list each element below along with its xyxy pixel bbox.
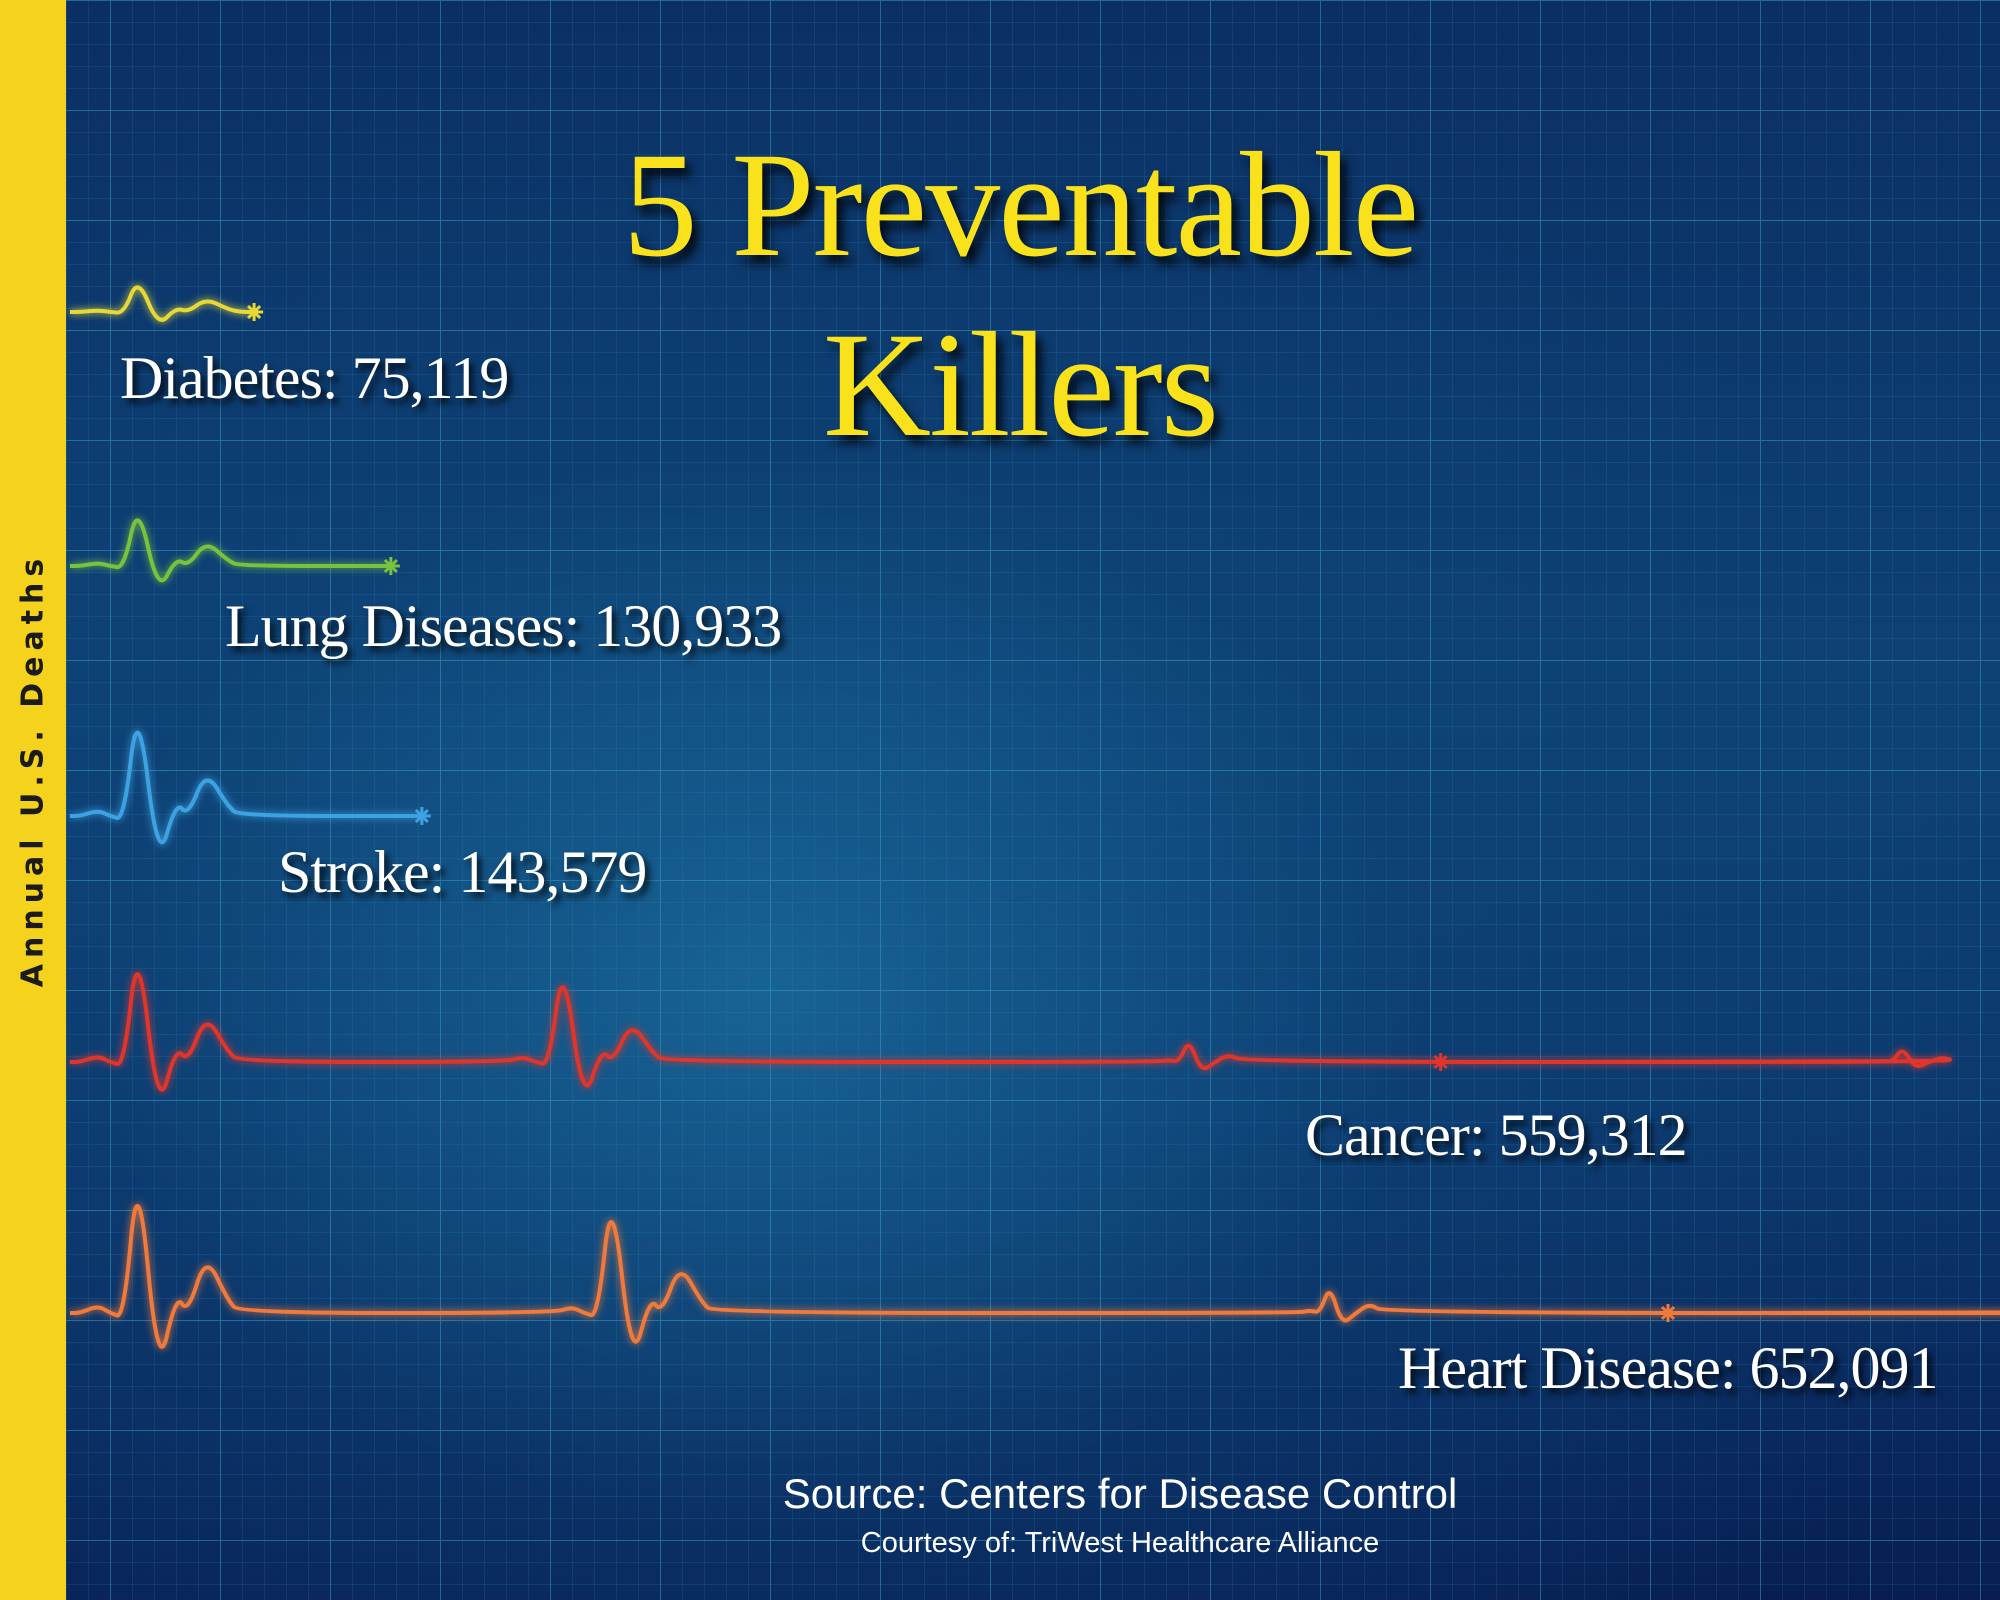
data-label-cancer: Cancer: 559,312 <box>1305 1102 1688 1168</box>
data-label-stroke: Stroke: 143,579 <box>278 839 647 905</box>
ecg-trace-diabetes <box>69 285 255 322</box>
trace-end-marker-stroke <box>412 807 431 825</box>
category-label: Cancer <box>1305 1102 1470 1168</box>
courtesy-note: Courtesy of: TriWest Healthcare Alliance <box>860 1527 1380 1559</box>
category-label: Diabetes <box>120 345 323 411</box>
value-label: 559,312 <box>1498 1102 1688 1168</box>
side-band <box>0 0 66 1600</box>
trace-end-marker-lung-diseases <box>381 557 400 575</box>
value-label: 652,091 <box>1749 1335 1939 1401</box>
trace-end-marker-heart-disease <box>1659 1304 1677 1322</box>
trace-end-marker-cancer <box>1431 1053 1450 1071</box>
source-note: Source: Centers for Disease Control <box>782 1470 1458 1517</box>
value-label: 75,119 <box>351 345 510 411</box>
category-label: Stroke <box>278 839 430 905</box>
value-label: 130,933 <box>593 593 782 659</box>
ecg-trace-lung-diseases <box>69 518 391 583</box>
grid-major <box>66 0 2000 1600</box>
ecg-trace-cancer <box>70 972 1952 1092</box>
ecg-trace-heart-disease <box>70 1204 2000 1349</box>
data-label-diabetes: Diabetes: 75,119 <box>120 345 510 411</box>
trace-end-marker-diabetes <box>245 303 264 321</box>
category-label: Lung Diseases <box>225 593 565 659</box>
ecg-trace-stroke <box>70 730 422 845</box>
data-label-lung-diseases: Lung Diseases: 130,933 <box>225 593 782 659</box>
title-line-1: 5 Preventable <box>622 122 1420 288</box>
y-axis-label: Annual U.S. Deaths <box>15 552 51 988</box>
data-label-heart-disease: Heart Disease: 652,091 <box>1398 1335 1939 1401</box>
value-label: 143,579 <box>458 839 647 905</box>
title-line-2: Killers <box>822 302 1219 468</box>
category-label: Heart Disease <box>1398 1335 1721 1401</box>
